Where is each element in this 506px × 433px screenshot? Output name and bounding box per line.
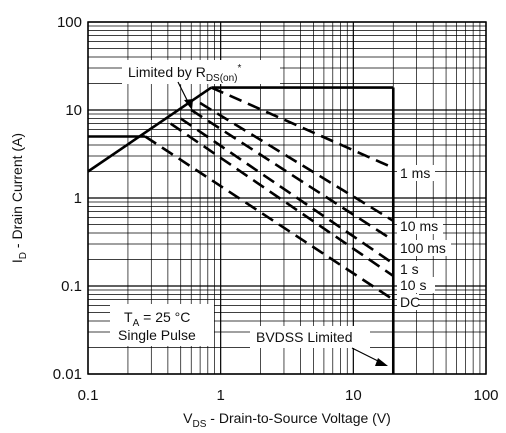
plot-frame <box>87 21 487 375</box>
series-line-dc <box>144 135 394 301</box>
y-tick-label: 100 <box>57 14 82 31</box>
conditions-bg <box>110 304 214 346</box>
x-tick-label: 1 <box>216 387 224 404</box>
rdson-annotation-sub: DS(on) <box>206 73 238 84</box>
conditions-line1: TA = 25 °C <box>124 309 190 329</box>
y-tick-label: 10 <box>65 102 82 119</box>
rdson-annotation-text: Limited by RDS(on)* <box>128 63 242 84</box>
series-line-10ms <box>199 101 394 222</box>
x-tick-label: 100 <box>473 387 498 404</box>
series-label-100ms: 100 ms <box>400 240 446 256</box>
series-label-1ms: 1 ms <box>400 165 430 181</box>
rdson-leader-arrow <box>184 99 193 110</box>
series-label-bg-dc <box>397 294 419 310</box>
y-tick-label: 0.01 <box>53 366 82 383</box>
x-axis-label-prefix: V <box>183 410 193 426</box>
bvdss-leader-arrow <box>375 358 388 366</box>
conditions-line1-rest: = 25 °C <box>139 309 190 325</box>
conditions-annotation: TA = 25 °C Single Pulse <box>110 304 214 346</box>
series-label-10ms: 10 ms <box>400 218 438 234</box>
y-axis-label: ID - Drain Current (A) <box>9 133 29 263</box>
series-line-1ms <box>210 86 394 170</box>
series-label-bg-1s <box>397 261 427 277</box>
series-label-bg-10ms <box>397 218 443 234</box>
conditions-line1-sub: A <box>133 318 140 329</box>
x-axis-label: VDS - Drain-to-Source Voltage (V) <box>183 410 391 430</box>
conditions-line1-prefix: T <box>124 309 133 325</box>
rdson-annotation: Limited by RDS(on)* <box>122 60 280 110</box>
series-label-bg-10s <box>397 277 435 293</box>
y-tick-label: 1 <box>74 190 82 207</box>
series-label-1s: 1 s <box>400 261 419 277</box>
y-tick-label: 0.1 <box>61 278 82 295</box>
series-label-bg-100ms <box>397 240 451 256</box>
bvdss-leader-line <box>351 347 383 364</box>
y-axis-label-rest: - Drain Current (A) <box>9 133 25 252</box>
rdson-annotation-suffix: * <box>238 63 242 74</box>
rdson-annotation-prefix: Limited by R <box>128 64 206 80</box>
series-label-dc: DC <box>400 294 420 310</box>
rdson-annotation-bg <box>122 60 280 84</box>
x-axis-label-rest: - Drain-to-Source Voltage (V) <box>206 410 390 426</box>
bvdss-text: BVDSS Limited <box>256 329 352 345</box>
x-tick-label: 0.1 <box>78 387 99 404</box>
series-line-1s <box>179 117 395 265</box>
bvdss-annotation: BVDSS Limited <box>250 326 388 366</box>
x-tick-label: 10 <box>345 387 362 404</box>
tick-labels: 0.1 1 10 100 0.01 0.1 1 10 100 <box>53 14 499 404</box>
series-line-10s <box>169 122 395 278</box>
y-axis-label-sub: D <box>18 252 29 259</box>
series-label-10s: 10 s <box>400 277 426 293</box>
series-line-100ms <box>190 108 394 242</box>
x-axis-label-sub: DS <box>193 419 207 430</box>
series-label-bg-1ms <box>397 165 435 181</box>
series-lines: 1 ms 10 ms 100 ms 1 s10 sDC <box>144 86 451 310</box>
bvdss-bg <box>250 326 370 348</box>
conditions-line2: Single Pulse <box>118 327 196 343</box>
y-axis-label-prefix: I <box>9 259 25 263</box>
